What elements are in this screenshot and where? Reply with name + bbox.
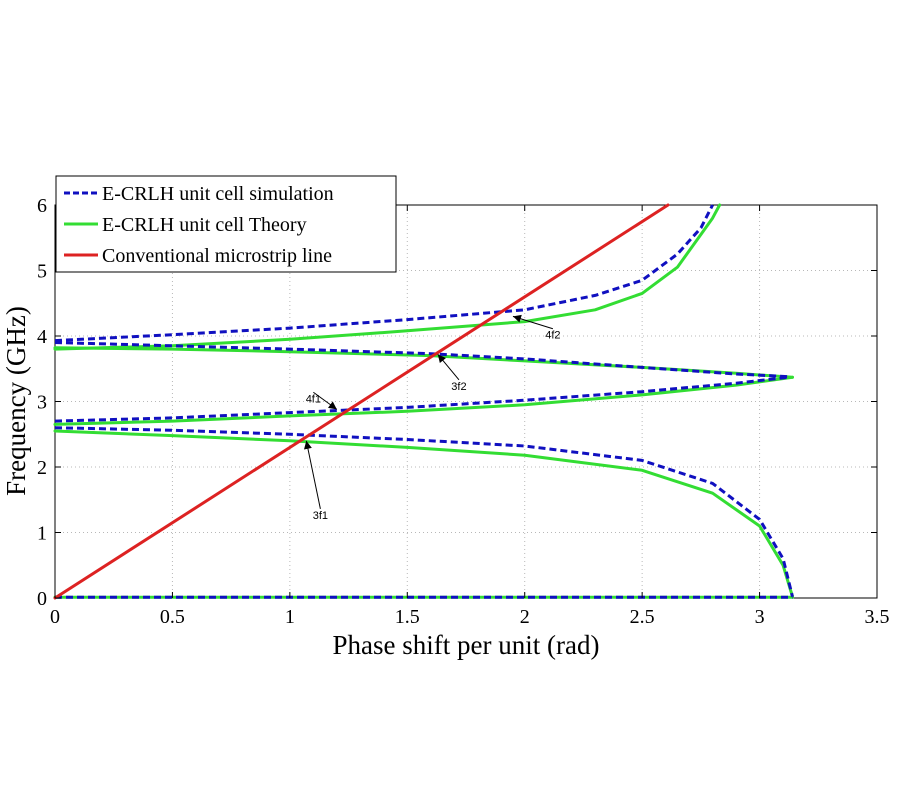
- annotation-arrowhead: [304, 440, 312, 450]
- annotation-label: 4f2: [545, 330, 560, 342]
- y-tick-label: 3: [37, 392, 47, 414]
- y-tick-label: 1: [37, 523, 47, 545]
- series-line-0: [54, 204, 714, 343]
- x-tick-label: 1: [285, 606, 295, 628]
- x-tick-label: 1.5: [395, 606, 420, 628]
- legend-label: E-CRLH unit cell simulation: [102, 183, 334, 205]
- series-line-2: [53, 203, 670, 600]
- series-line-0: [54, 426, 794, 598]
- series-line-1: [53, 429, 794, 599]
- series-line-0: [54, 341, 788, 379]
- legend-box: [55, 175, 397, 273]
- y-tick-label: 5: [37, 261, 47, 283]
- annotation-layer: 4f2 3f2 4f1 3f1: [304, 314, 561, 522]
- series-line-1: [53, 375, 794, 426]
- x-axis-title: Phase shift per unit (rad): [333, 630, 600, 660]
- series-line-1: [53, 203, 722, 351]
- x-tick-label: 0: [50, 606, 60, 628]
- annotation-label: 3f1: [313, 510, 328, 522]
- legend: E-CRLH unit cell simulation E-CRLH unit c…: [55, 175, 397, 273]
- x-tick-label: 3.5: [865, 606, 890, 628]
- y-tick-label: 0: [37, 588, 47, 610]
- annotation-label: 3f2: [451, 381, 466, 393]
- series-layer: [53, 203, 794, 600]
- legend-label: E-CRLH unit cell Theory: [102, 214, 307, 236]
- x-tick-label: 2.5: [630, 606, 655, 628]
- series-line-0: [54, 375, 788, 423]
- x-tick-label: 0.5: [160, 606, 185, 628]
- x-tick-label: 2: [520, 606, 530, 628]
- y-tick-label: 2: [37, 457, 47, 479]
- x-tick-label: 3: [755, 606, 765, 628]
- annotation-arrowhead: [437, 354, 447, 364]
- annotation-arrow: [305, 440, 321, 509]
- y-tick-label: 4: [37, 326, 47, 348]
- annotation-arrowhead: [512, 314, 522, 323]
- y-axis-title: Frequency (GHz): [1, 306, 31, 496]
- annotation-arrowhead: [328, 401, 337, 410]
- ticks: 0 0.5 1 1.5 2 2.5 3 3.5 0 1 2 3 4 5 6: [37, 195, 890, 628]
- y-tick-label: 6: [37, 195, 47, 217]
- legend-label: Conventional microstrip line: [102, 245, 332, 267]
- annotation-label: 4f1: [306, 393, 321, 405]
